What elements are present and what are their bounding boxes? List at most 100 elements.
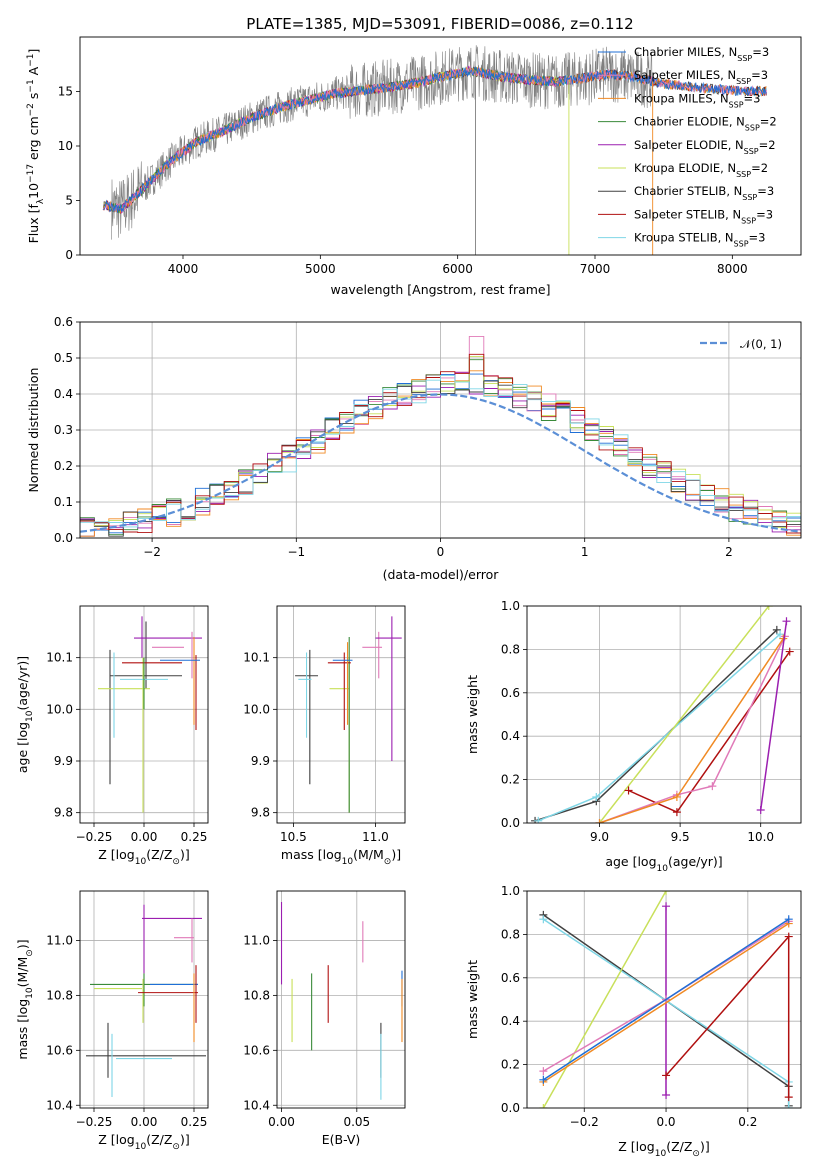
legend-entry-part: Salpeter STELIB, N [634, 207, 741, 221]
x-tick-label: 0.0 [656, 1115, 675, 1129]
y-tick-label: 10.1 [46, 651, 73, 665]
y-axis-label-part: erg cm [26, 116, 41, 164]
y-tick-label: 10.8 [46, 988, 73, 1002]
panel-residuals: −2 −1 0 1 2 0.0 0.1 0.2 0.3 0.4 0.5 0.6 𝒩(0, 1) (data… [26, 315, 802, 582]
panel-mass_vs_ebv: 0.00 0.05 10.4 10.6 10.8 11.0 E(B-V) [243, 890, 406, 1147]
weight-marker [534, 816, 543, 823]
weight-marker [672, 808, 681, 817]
x-tick-label: −0.2 [570, 1115, 599, 1129]
y-tick-label: 10.8 [243, 988, 270, 1002]
weight-marker [784, 932, 793, 941]
y-tick-label: 0.4 [501, 729, 520, 743]
x-tick-label: 10.5 [280, 830, 307, 844]
y-tick-label: 0.5 [54, 351, 73, 365]
weight-marker [539, 1075, 548, 1084]
axes-frame [526, 605, 802, 824]
y-tick-label: 1.0 [501, 599, 520, 613]
y-axis-label: mass weight [465, 960, 480, 1039]
x-tick-label: 0.00 [131, 830, 158, 844]
axes-frame [526, 890, 802, 1109]
x-tick-label: 9.5 [671, 830, 690, 844]
x-axis-label-part: 10 [655, 1149, 667, 1159]
x-axis-label: Z [log10(Z/Z⊙)] [98, 1132, 189, 1152]
x-axis-label: E(B-V) [322, 1132, 361, 1147]
x-tick-label: 1 [581, 545, 589, 559]
y-tick-label: 0.8 [501, 927, 520, 941]
y-axis-label-part: ] [26, 49, 41, 54]
y-axis-label: mass [log10(M/M⊙)] [15, 939, 35, 1059]
y-axis-label-part: −17 [26, 164, 36, 183]
x-tick-label: 8000 [717, 262, 748, 276]
x-axis-label-part: E(B-V) [322, 1132, 361, 1147]
y-axis-label-part: −2 [26, 103, 36, 116]
weight-marker [592, 792, 601, 801]
y-axis-label-part: age [log [15, 722, 30, 773]
spectrum-data-line [111, 45, 653, 240]
x-axis-label-part: (Z/Z [666, 1139, 692, 1154]
x-axis-label-part: 10 [135, 857, 147, 867]
histogram-lines [80, 335, 801, 537]
weight-marker [784, 1093, 793, 1102]
x-axis-label: mass [log10(M/M⊙)] [281, 847, 401, 867]
x-axis-label-part: 10 [342, 857, 354, 867]
legend-entry-part: SSP [729, 100, 744, 109]
x-tick-label: 0 [437, 545, 445, 559]
y-tick-label: 0.3 [54, 423, 73, 437]
weight-line-kroupa_miles [599, 638, 784, 823]
weight-line-kroupa_miles [542, 922, 790, 1083]
y-axis-label-part: 10 [26, 183, 41, 199]
legend-entry-part: Kroupa ELODIE, N [634, 161, 736, 175]
legend-entry-part: SSP [741, 216, 756, 225]
y-axis-label-part: Flux [f [26, 204, 41, 244]
x-tick-label: 0.25 [181, 1115, 208, 1129]
weight-line-chabrier_stelib [534, 629, 778, 822]
x-tick-label: −0.25 [76, 1115, 113, 1129]
legend-entry-part: SSP [737, 54, 752, 63]
y-axis-label-part: −1 [26, 54, 36, 67]
legend-entry: Salpeter MILES, NSSP=3 [634, 68, 768, 86]
legend-entry-part: SSP [742, 193, 757, 202]
weight-marker [662, 1071, 671, 1080]
x-tick-label: 0.00 [268, 1115, 295, 1129]
legend-entry-part: =2 [759, 138, 776, 152]
y-tick-label: 0.2 [54, 459, 73, 473]
legend-entry: Kroupa STELIB, NSSP=3 [634, 231, 765, 249]
y-axis-label-part: s [26, 93, 41, 104]
y-axis-label-part: mass [log [15, 999, 30, 1060]
x-axis-label: Z [log10(Z/Z⊙)] [98, 847, 189, 867]
y-axis-label-part: (age/yr)] [15, 656, 30, 711]
errorbars [280, 901, 403, 1100]
x-tick-label: 0.2 [738, 1115, 757, 1129]
weight-marker [539, 915, 548, 924]
y-tick-label: 0.1 [54, 495, 73, 509]
weight-marker [776, 630, 785, 639]
x-axis-label-part: age [log [605, 854, 656, 869]
x-axis-label-part: (M/M [353, 847, 384, 862]
x-axis-label-part: ⊙ [172, 1142, 180, 1152]
axes-frame [276, 605, 406, 824]
x-axis-label-part: )] [700, 1139, 710, 1154]
y-tick-label: 0 [65, 248, 73, 262]
weight-line-chabrier_miles [542, 918, 790, 1081]
x-axis-label-part: mass [log [281, 847, 342, 862]
y-axis-label-part: λ [36, 198, 46, 204]
y-tick-label: 0.6 [501, 971, 520, 985]
weight-marker [539, 1104, 548, 1108]
x-axis-label: Z [log10(Z/Z⊙)] [618, 1139, 709, 1159]
legend-entry-part: =2 [760, 115, 777, 129]
legend-entry-part: Chabrier STELIB, N [634, 184, 742, 198]
legend-entry-part: Salpeter MILES, N [634, 68, 736, 82]
x-axis-label-part: ⊙ [172, 857, 180, 867]
x-axis-label: wavelength [Angstrom, rest frame] [330, 282, 550, 297]
legend-entry-part: =3 [749, 231, 766, 245]
weight-marker [662, 902, 671, 911]
weight-marker [784, 1104, 793, 1108]
spectrum-lines [102, 45, 768, 255]
y-axis-label-part: (M/M [15, 957, 30, 988]
y-tick-label: 0.0 [501, 1101, 520, 1115]
weight-marker [662, 891, 671, 895]
legend-entry: Salpeter STELIB, NSSP=3 [634, 207, 773, 225]
figure-title: PLATE=1385, MJD=53091, FIBERID=0086, z=0… [246, 15, 633, 33]
legend-entry: Chabrier MILES, NSSP=3 [634, 45, 769, 63]
